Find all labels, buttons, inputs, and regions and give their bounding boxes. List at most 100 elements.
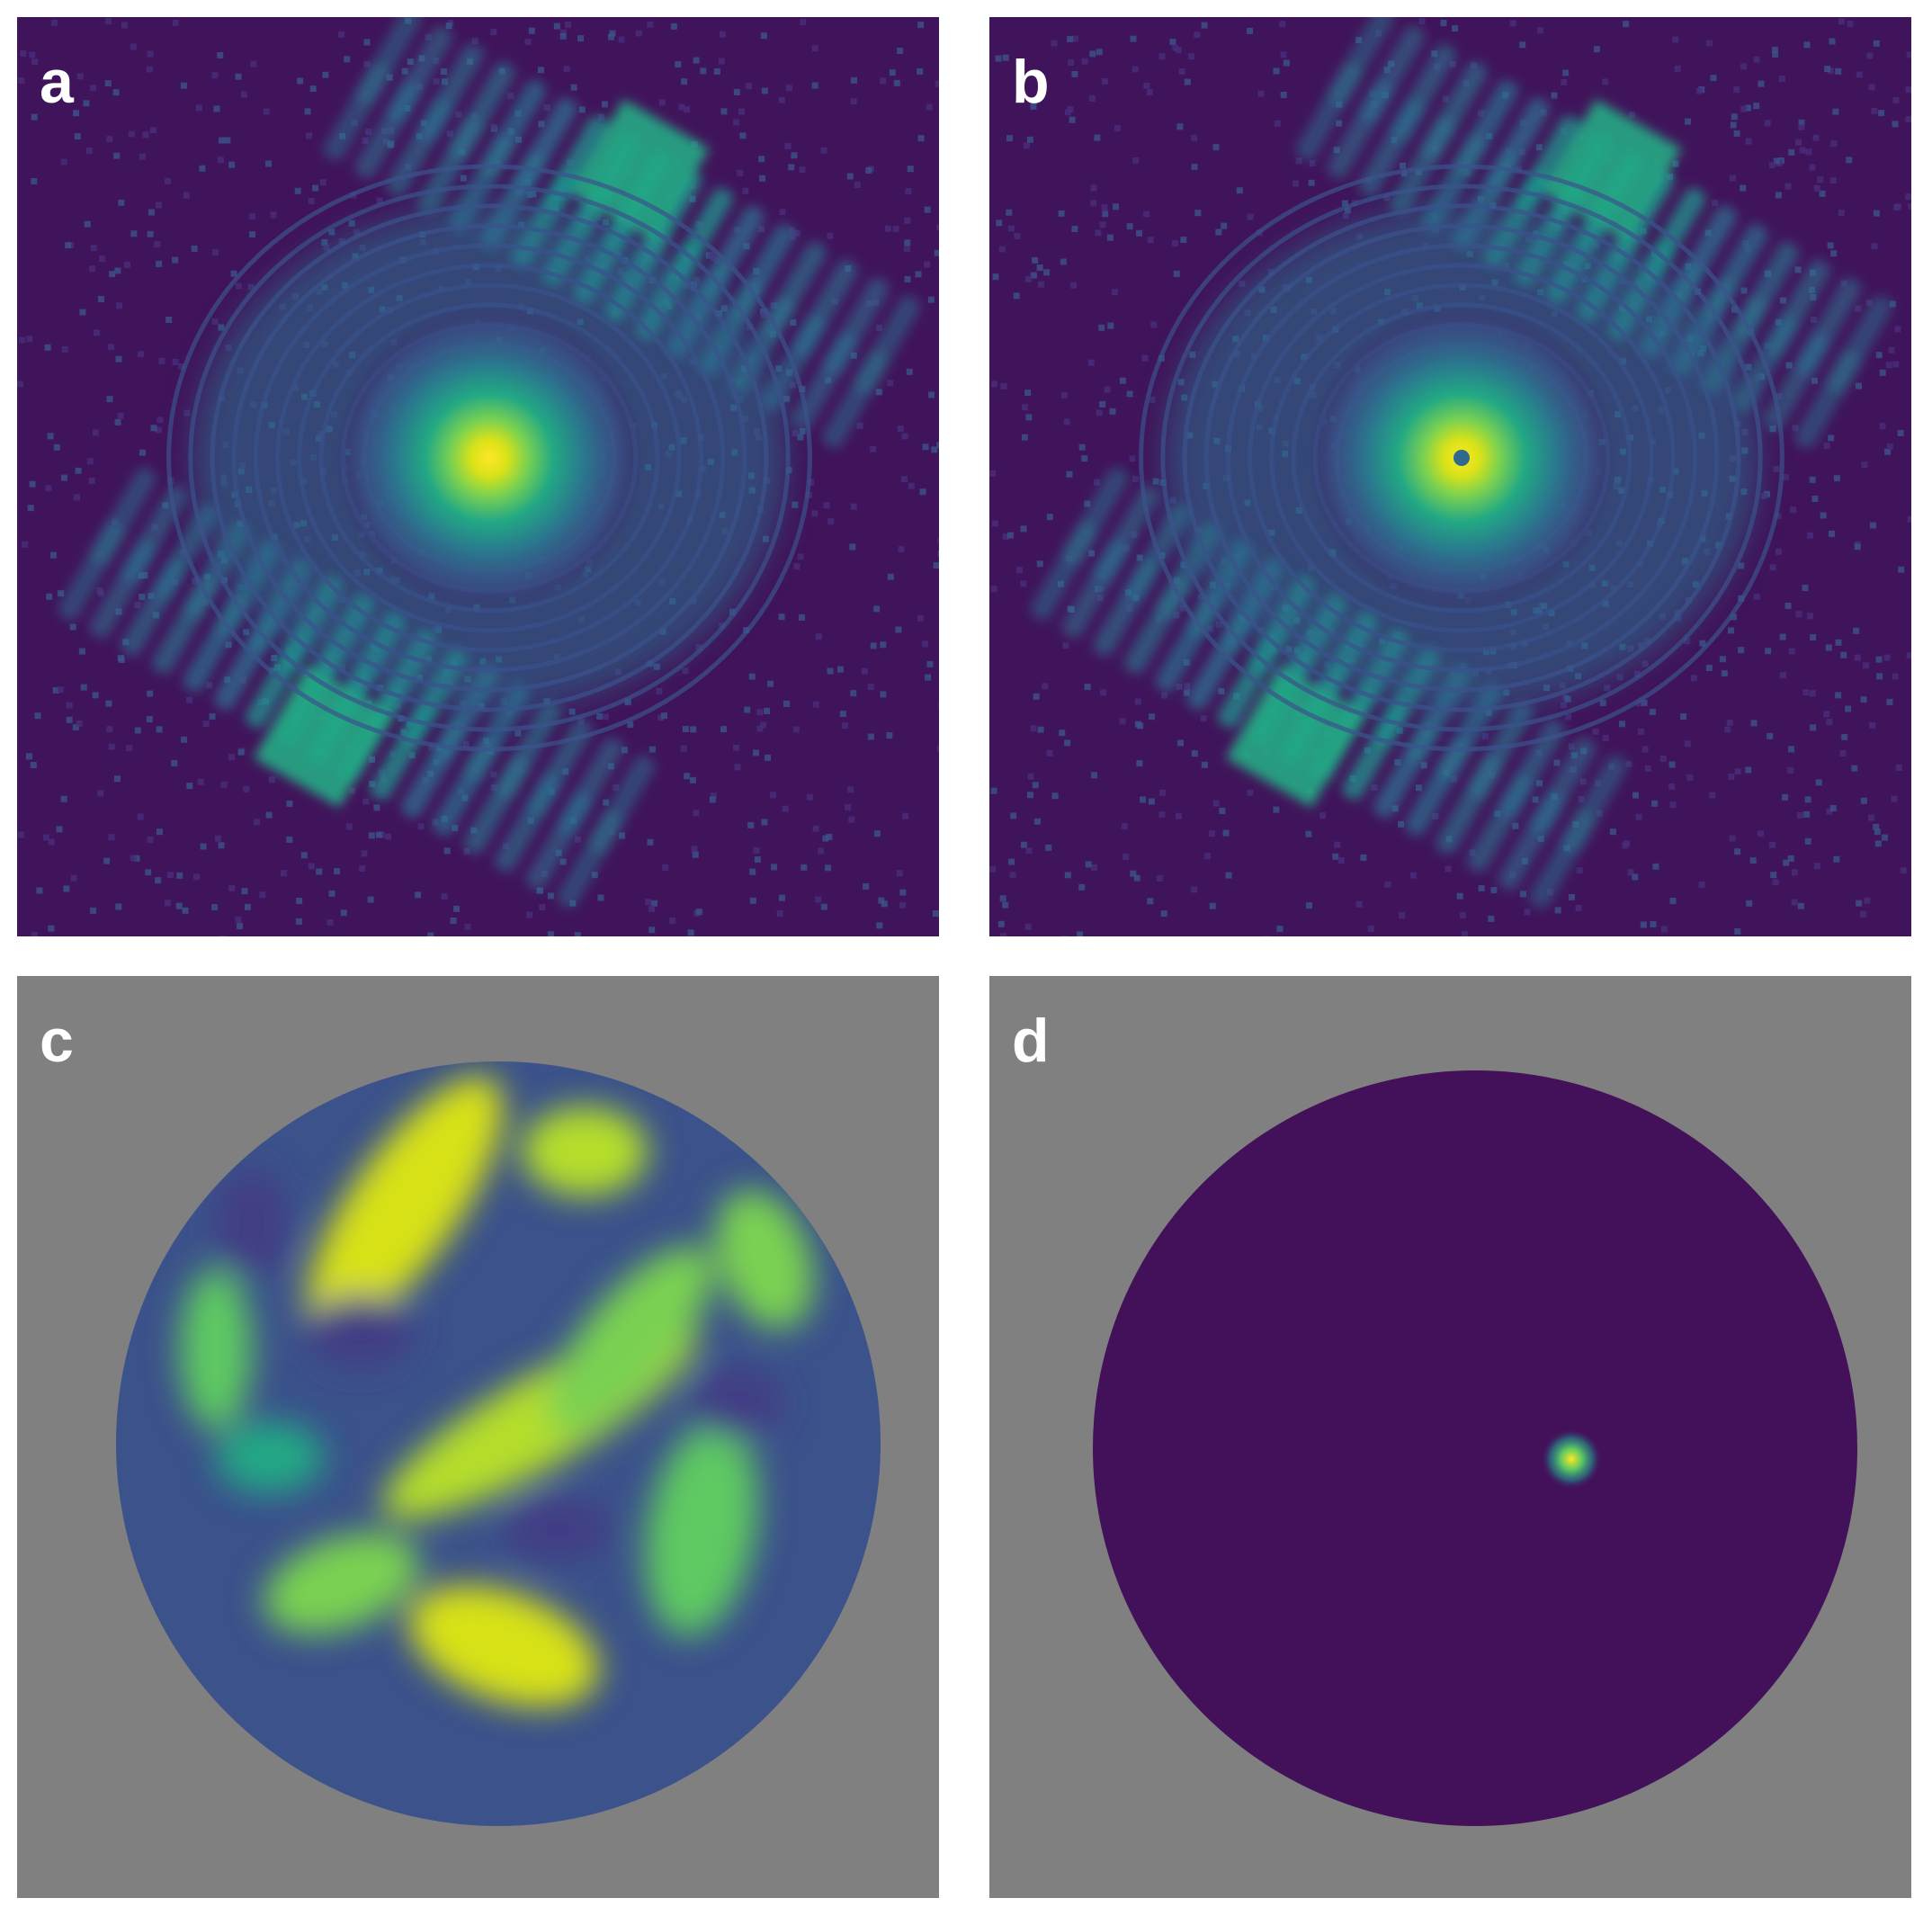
noise	[784, 142, 792, 149]
noise	[915, 271, 922, 278]
phase-trough	[306, 1295, 414, 1367]
noise	[1905, 86, 1911, 94]
noise	[1775, 513, 1782, 520]
noise	[695, 644, 702, 651]
noise	[1130, 870, 1137, 877]
streak-band	[1342, 702, 1409, 801]
noise	[1295, 157, 1302, 165]
noise	[464, 924, 471, 931]
noise	[734, 764, 741, 771]
streak-band	[354, 80, 422, 179]
noise	[1733, 130, 1740, 137]
noise	[647, 21, 654, 28]
noise	[873, 605, 881, 613]
noise	[995, 55, 1002, 62]
noise	[1705, 665, 1713, 672]
noise	[1008, 858, 1015, 865]
noise	[1906, 652, 1911, 659]
ring	[1269, 282, 1654, 633]
noise	[799, 166, 806, 174]
noise	[797, 434, 804, 441]
noise	[224, 137, 231, 144]
noise	[1136, 229, 1143, 237]
noise	[812, 825, 819, 832]
noise	[681, 78, 688, 85]
noise	[108, 834, 115, 841]
noise	[1804, 837, 1811, 845]
phase-blob	[547, 1246, 712, 1435]
noise	[537, 67, 544, 74]
noise	[455, 111, 462, 118]
noise	[1160, 910, 1167, 918]
noise	[1640, 921, 1647, 928]
noise	[1257, 90, 1265, 97]
noise	[937, 537, 939, 544]
noise	[1383, 194, 1391, 201]
noise	[428, 744, 435, 751]
noise	[1045, 844, 1052, 851]
noise	[19, 336, 26, 344]
noise	[1198, 594, 1205, 601]
noise	[334, 868, 341, 875]
noise	[733, 88, 740, 95]
noise	[1009, 872, 1016, 879]
noise	[901, 433, 908, 440]
noise	[1058, 210, 1065, 217]
noise	[171, 759, 178, 766]
noise	[1744, 104, 1751, 112]
noise	[1623, 21, 1630, 28]
noise	[760, 311, 767, 318]
streak-band	[1124, 576, 1191, 675]
noise	[48, 838, 55, 846]
noise	[61, 345, 68, 353]
noise	[183, 409, 191, 416]
noise	[1109, 407, 1116, 415]
noise	[1059, 730, 1066, 737]
noise	[1400, 162, 1407, 169]
noise	[1394, 759, 1401, 766]
noise	[1121, 822, 1128, 829]
noise	[1855, 305, 1862, 312]
noise	[917, 614, 924, 622]
noise	[648, 746, 656, 753]
noise	[105, 700, 112, 707]
noise	[903, 246, 910, 253]
noise	[1745, 138, 1752, 145]
noise	[1131, 66, 1139, 73]
noise	[286, 800, 293, 807]
noise	[42, 834, 49, 841]
noise	[199, 165, 206, 172]
noise	[312, 184, 319, 192]
noise	[1562, 69, 1570, 76]
noise	[300, 852, 308, 859]
noise	[295, 918, 302, 925]
noise	[917, 22, 925, 29]
noise	[47, 433, 54, 440]
noise	[376, 197, 383, 204]
noise	[898, 546, 905, 553]
noise	[270, 211, 277, 219]
noise	[1863, 662, 1870, 669]
noise	[574, 836, 581, 843]
noise	[1020, 580, 1027, 587]
noise	[1847, 938, 1853, 945]
noise	[1024, 389, 1032, 397]
noise	[827, 518, 835, 525]
noise	[719, 31, 726, 38]
noise	[138, 351, 145, 358]
noise	[621, 747, 628, 754]
noise	[344, 56, 351, 63]
noise	[218, 324, 225, 331]
noise	[1013, 292, 1020, 300]
noise	[783, 700, 791, 707]
noise	[1084, 684, 1091, 691]
noise	[933, 562, 939, 569]
noise	[149, 127, 157, 134]
noise	[1878, 110, 1885, 117]
noise	[1440, 20, 1447, 27]
noise	[1792, 425, 1799, 432]
noise	[286, 836, 293, 843]
noise	[1746, 900, 1753, 907]
noise	[1874, 840, 1882, 847]
noise	[1809, 476, 1816, 483]
